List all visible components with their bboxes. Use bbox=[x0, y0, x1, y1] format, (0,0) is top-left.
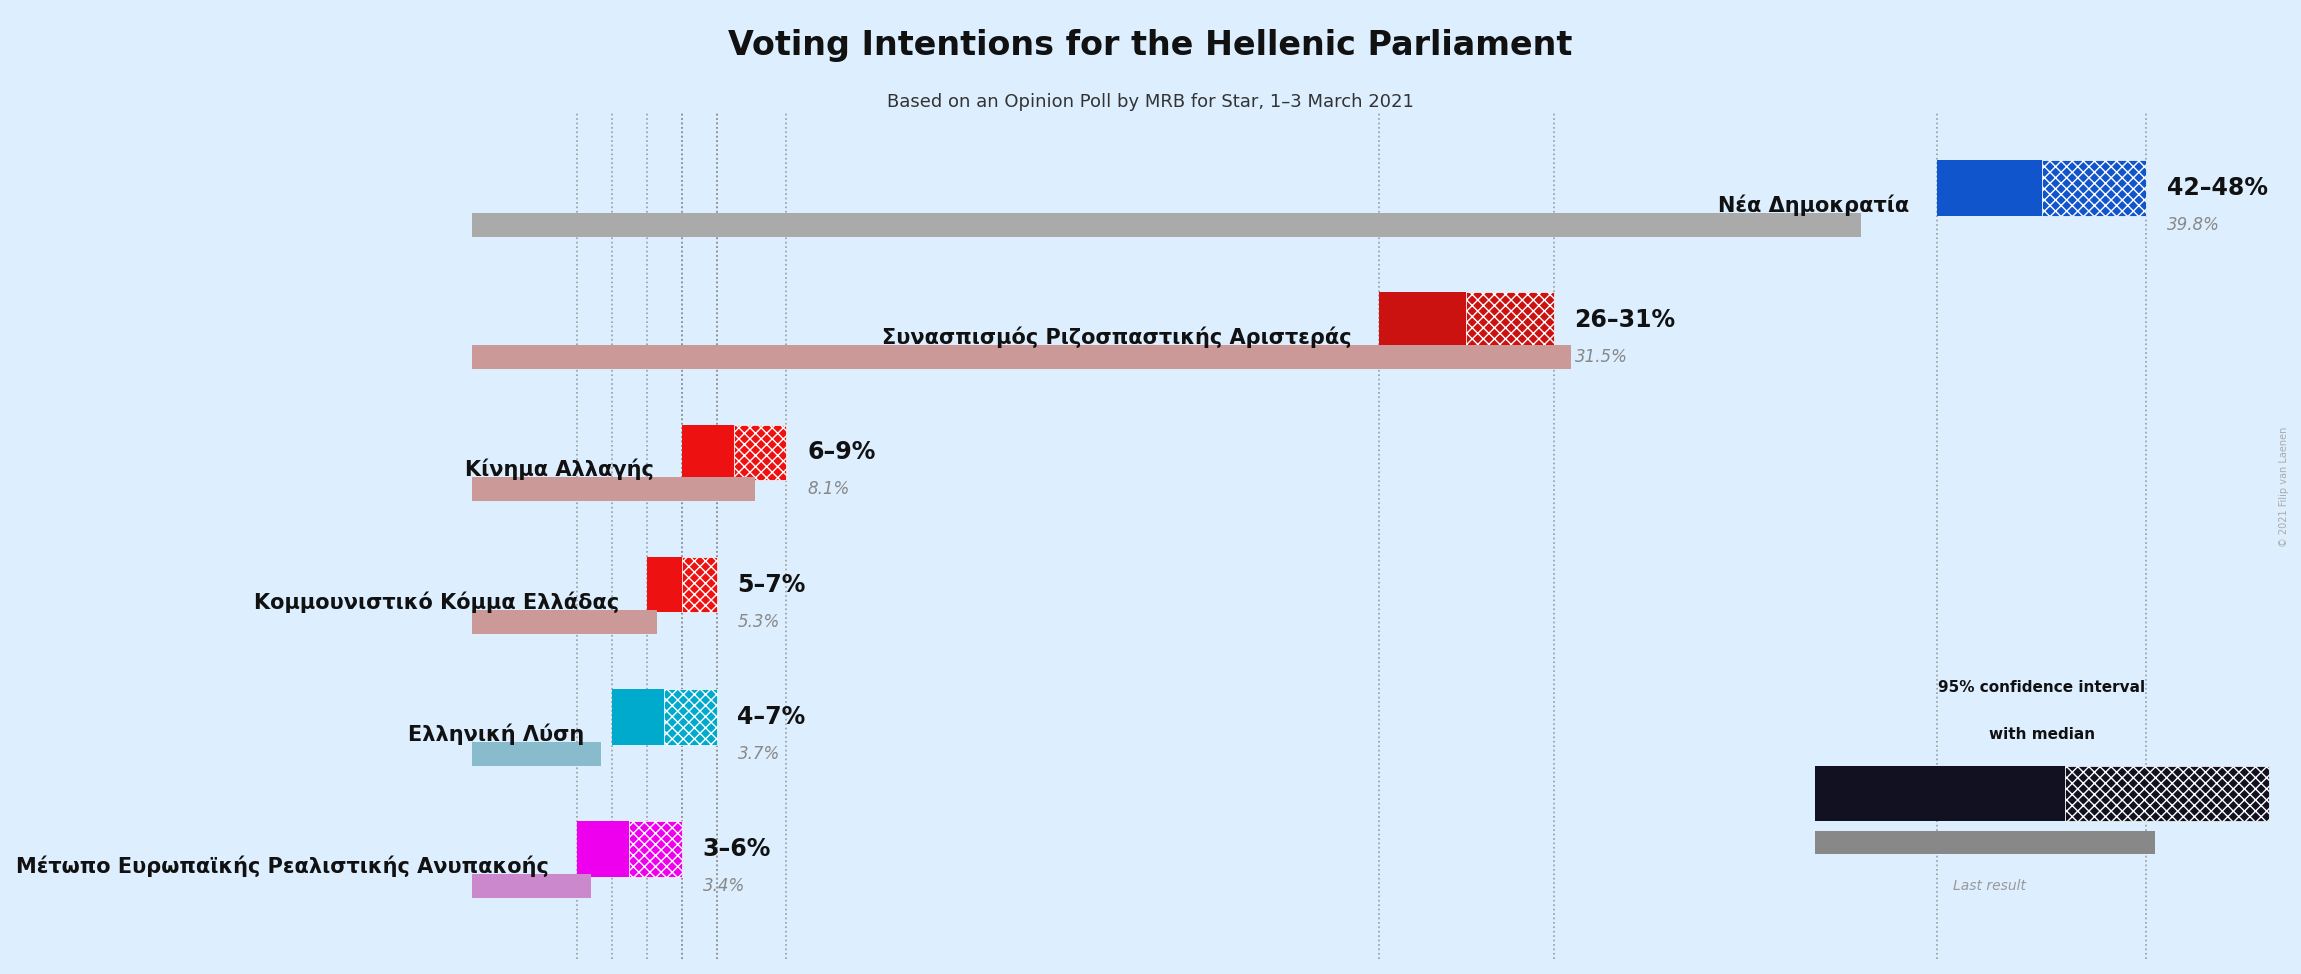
Text: 3.4%: 3.4% bbox=[702, 878, 746, 895]
Bar bbox=[1815, 766, 2064, 821]
Text: Συνασπισμός Ριζοσπαστικής Αριστεράς: Συνασπισμός Ριζοσπαστικής Αριστεράς bbox=[881, 326, 1351, 348]
Text: 95% confidence interval: 95% confidence interval bbox=[1937, 680, 2145, 695]
Bar bbox=[647, 557, 681, 613]
Text: 31.5%: 31.5% bbox=[1574, 348, 1627, 366]
Bar bbox=[472, 610, 658, 634]
Bar bbox=[2064, 766, 2269, 821]
Text: Κίνημα Αλλαγής: Κίνημα Αλλαγής bbox=[465, 459, 653, 480]
Text: Νέα Δημοκρατία: Νέα Δημοκρατία bbox=[1719, 194, 1910, 216]
Bar bbox=[630, 821, 681, 877]
Text: 39.8%: 39.8% bbox=[2168, 216, 2220, 234]
Bar bbox=[665, 690, 716, 745]
Text: 3–6%: 3–6% bbox=[702, 838, 771, 861]
Text: Ελληνική Λύση: Ελληνική Λύση bbox=[407, 724, 584, 745]
Text: Based on an Opinion Poll by MRB for Star, 1–3 March 2021: Based on an Opinion Poll by MRB for Star… bbox=[888, 93, 1413, 110]
Bar bbox=[681, 557, 716, 613]
Bar bbox=[681, 425, 734, 480]
Text: 42–48%: 42–48% bbox=[2168, 175, 2269, 200]
Text: Voting Intentions for the Hellenic Parliament: Voting Intentions for the Hellenic Parli… bbox=[729, 29, 1572, 62]
Bar bbox=[1378, 292, 1466, 348]
Bar bbox=[734, 425, 787, 480]
Text: 4–7%: 4–7% bbox=[739, 705, 805, 729]
Text: 6–9%: 6–9% bbox=[808, 440, 877, 465]
Bar bbox=[1466, 292, 1553, 348]
Bar bbox=[612, 690, 665, 745]
Bar bbox=[472, 213, 1862, 237]
Bar bbox=[472, 742, 601, 766]
Text: 3.7%: 3.7% bbox=[739, 745, 780, 763]
Bar bbox=[578, 821, 630, 877]
Text: Κομμουνιστικό Κόμμα Ελλάδας: Κομμουνιστικό Κόμμα Ελλάδας bbox=[253, 591, 619, 613]
Bar bbox=[1815, 831, 2156, 854]
Text: Μέτωπο Ευρωπαϊκής Ρεαλιστικής Ανυπακοής: Μέτωπο Ευρωπαϊκής Ρεαλιστικής Ανυπακοής bbox=[16, 855, 550, 878]
Text: © 2021 Filip van Laenen: © 2021 Filip van Laenen bbox=[2280, 427, 2289, 547]
Text: with median: with median bbox=[1988, 727, 2094, 741]
Text: 8.1%: 8.1% bbox=[808, 480, 849, 499]
Bar bbox=[472, 875, 591, 898]
Text: Last result: Last result bbox=[1954, 880, 2027, 893]
Bar bbox=[1937, 160, 2041, 215]
Text: 5.3%: 5.3% bbox=[739, 613, 780, 631]
Text: 5–7%: 5–7% bbox=[739, 573, 805, 597]
Bar bbox=[472, 477, 755, 502]
Text: 26–31%: 26–31% bbox=[1574, 308, 1675, 332]
Bar bbox=[472, 345, 1572, 369]
Bar bbox=[2041, 160, 2147, 215]
